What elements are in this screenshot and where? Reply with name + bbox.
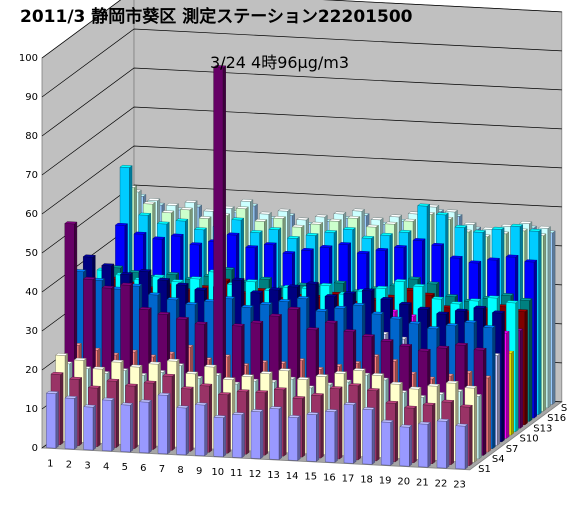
bar xyxy=(64,395,78,450)
y-tick-label: 10 xyxy=(25,404,38,415)
x-tick-label: 14 xyxy=(286,471,299,482)
x-tick-label: 11 xyxy=(230,468,243,479)
x-tick-label: 19 xyxy=(379,476,392,487)
z-tick-label: S16 xyxy=(547,413,566,424)
x-tick-label: 21 xyxy=(416,477,429,488)
bar xyxy=(45,390,60,449)
z-tick-label: S13 xyxy=(533,423,552,434)
gridline xyxy=(41,106,562,176)
x-tick-label: 2 xyxy=(66,459,72,470)
z-tick-label: S19 xyxy=(561,403,567,414)
bar xyxy=(213,65,227,443)
gridline xyxy=(41,28,562,98)
bar xyxy=(269,406,283,460)
bar xyxy=(399,424,413,467)
bars xyxy=(45,65,556,470)
y-tick-label: 0 xyxy=(32,443,38,454)
x-tick-label: 6 xyxy=(140,463,146,474)
bar xyxy=(157,392,171,455)
bar xyxy=(213,415,227,458)
x-tick-label: 10 xyxy=(211,467,224,478)
z-tick-label: S10 xyxy=(520,434,539,445)
bar xyxy=(380,419,394,466)
bar xyxy=(306,412,320,462)
chart-annotation: 3/24 4時96μg/m3 xyxy=(210,53,349,72)
bar xyxy=(343,402,357,464)
chart-title: 2011/3 静岡市葵区 測定ステーション22201500 xyxy=(20,6,413,27)
x-tick-label: 23 xyxy=(453,479,466,490)
gridline xyxy=(41,0,562,59)
x-tick-label: 22 xyxy=(435,478,448,489)
y-tick-label: 40 xyxy=(25,287,38,298)
bar xyxy=(362,407,376,465)
x-tick-label: 13 xyxy=(267,470,280,481)
bar xyxy=(231,412,246,459)
x-tick-label: 15 xyxy=(304,472,317,483)
y-tick-label: 70 xyxy=(25,170,38,181)
z-tick-label: S1 xyxy=(478,464,491,475)
bar xyxy=(176,405,190,456)
bar xyxy=(417,421,432,468)
x-tick-label: 5 xyxy=(122,462,128,473)
x-tick-label: 9 xyxy=(196,466,202,477)
bar xyxy=(194,402,208,457)
gridline xyxy=(41,145,562,215)
x-tick-label: 17 xyxy=(342,474,355,485)
y-tick-label: 30 xyxy=(25,326,38,337)
bar xyxy=(287,415,301,461)
y-tick-label: 80 xyxy=(25,131,38,142)
y-tick-label: 100 xyxy=(19,53,38,64)
x-tick-label: 8 xyxy=(177,465,183,476)
x-tick-label: 7 xyxy=(159,464,165,475)
y-tick-label: 90 xyxy=(25,92,38,103)
bar xyxy=(120,402,134,453)
bar xyxy=(455,423,469,470)
y-tick-label: 20 xyxy=(25,365,38,376)
x-tick-label: 20 xyxy=(397,476,410,487)
bar xyxy=(83,404,97,451)
z-tick-label: S4 xyxy=(492,454,505,465)
x-tick-label: 12 xyxy=(249,469,262,480)
bar xyxy=(101,397,115,452)
bar xyxy=(250,409,264,460)
bar xyxy=(436,418,450,469)
x-tick-label: 16 xyxy=(323,473,336,484)
gridline xyxy=(41,67,562,137)
bar xyxy=(324,409,339,463)
x-tick-label: 4 xyxy=(103,461,109,472)
x-tick-label: 18 xyxy=(360,475,373,486)
x-tick-label: 1 xyxy=(47,458,53,469)
z-tick-label: S7 xyxy=(506,444,519,455)
x-tick-label: 3 xyxy=(84,460,90,471)
y-tick-label: 50 xyxy=(25,248,38,259)
bar xyxy=(138,399,153,454)
y-tick-label: 60 xyxy=(25,209,38,220)
